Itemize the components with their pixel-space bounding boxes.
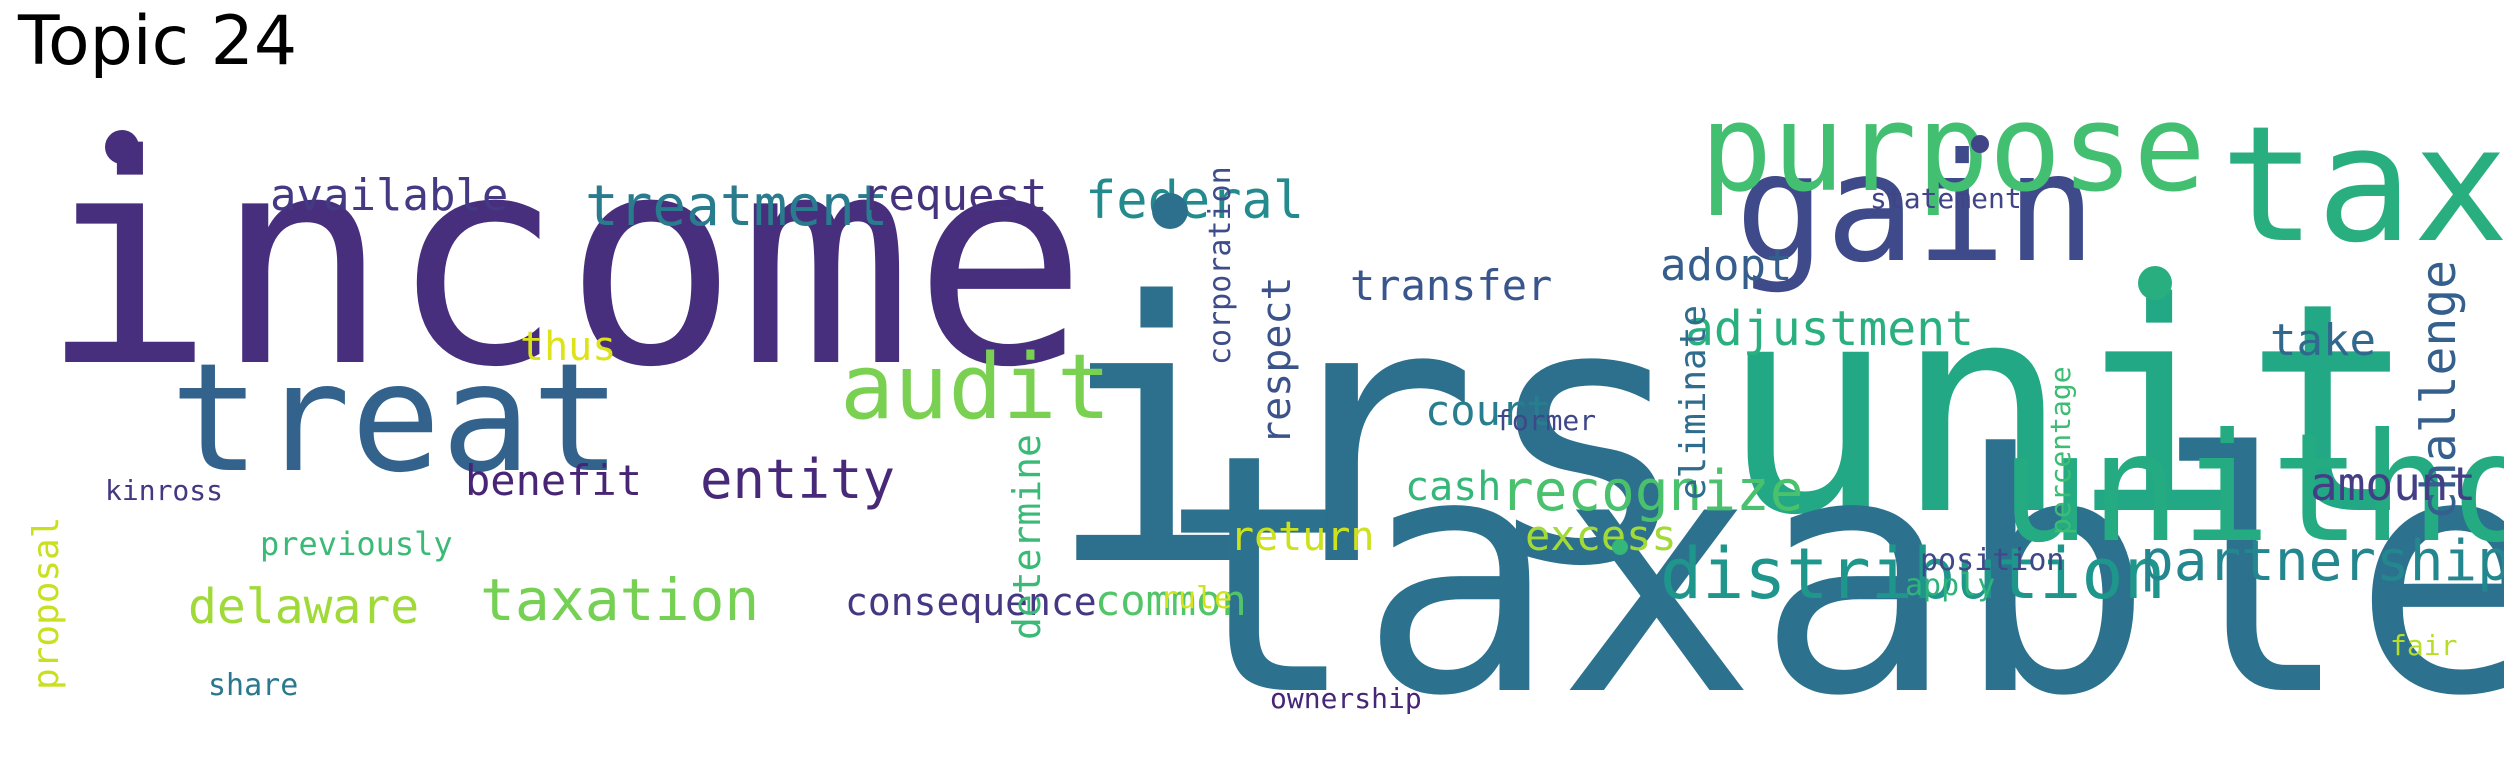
word-partnership: partnership [2140,529,2504,594]
word-audit: audit [840,335,1111,440]
word-previously: previously [260,525,453,563]
word-distribution: distribution [1660,533,2166,615]
word-thus: thus [520,324,616,370]
word-kinross: kinross [105,474,223,507]
word-rule: rule [1160,581,1232,616]
word-corporation: corporation [1203,166,1238,365]
word-delaware: delaware [188,579,419,635]
word-percentage: percentage [2044,366,2077,535]
word-fair: fair [2390,629,2457,662]
word-entity: entity [700,448,895,511]
word-share: share [208,668,298,703]
word-proposal: proposal [26,517,67,690]
word-take: take [2270,315,2376,366]
dot-3 [2138,266,2172,300]
word-court: court [1425,386,1551,435]
word-statement: statement [1870,182,2022,215]
word-gain: gain [1735,122,2096,296]
word-transfer: transfer [1350,261,1552,310]
word-treat: treat [170,332,622,506]
word-respect: respect [1254,276,1300,445]
word-apply: apply [1905,568,1995,603]
dot-2 [1152,193,1188,229]
word-adopt: adopt [1660,240,1792,291]
word-recognize: recognize [1500,459,1803,524]
word-return: return [1230,514,1375,560]
word-adjustment: adjustment [1685,301,1974,357]
word-federal: federal [1085,171,1304,231]
word-excess: excess [1525,511,1677,560]
word-consequence: consequence [845,580,1097,624]
word-amount: amount [2310,457,2476,511]
word-common: common [1095,576,1247,625]
word-income: income [40,100,1088,431]
word-tax: tax [2220,100,2504,278]
dot-4 [1971,135,1989,153]
word-benefit: benefit [465,456,642,505]
page-title: Topic 24 [18,2,298,81]
word-determine: determine [1005,434,1049,640]
dot-1 [105,130,139,164]
word-eliminate: eliminate [1673,305,1714,500]
word-taxable: taxable [1160,384,2504,764]
word-ownership: ownership [1270,682,1422,715]
word-request: request [862,170,1047,221]
word-position: position [1920,543,2065,578]
word-cash: cash [1405,464,1501,510]
word-treatment: treatment [585,174,888,239]
dot-5 [1612,539,1628,555]
word-challenge: challenge [2411,260,2467,520]
word-available: available [270,170,508,221]
word-unitholders: unitholders [2000,402,2504,576]
word-irs: irs [1045,226,1695,645]
word-former: former [1495,404,1596,437]
word-unit: unit [1720,242,2418,579]
word-purpose: purpose [1700,100,2206,219]
word-taxation: taxation [480,566,759,634]
